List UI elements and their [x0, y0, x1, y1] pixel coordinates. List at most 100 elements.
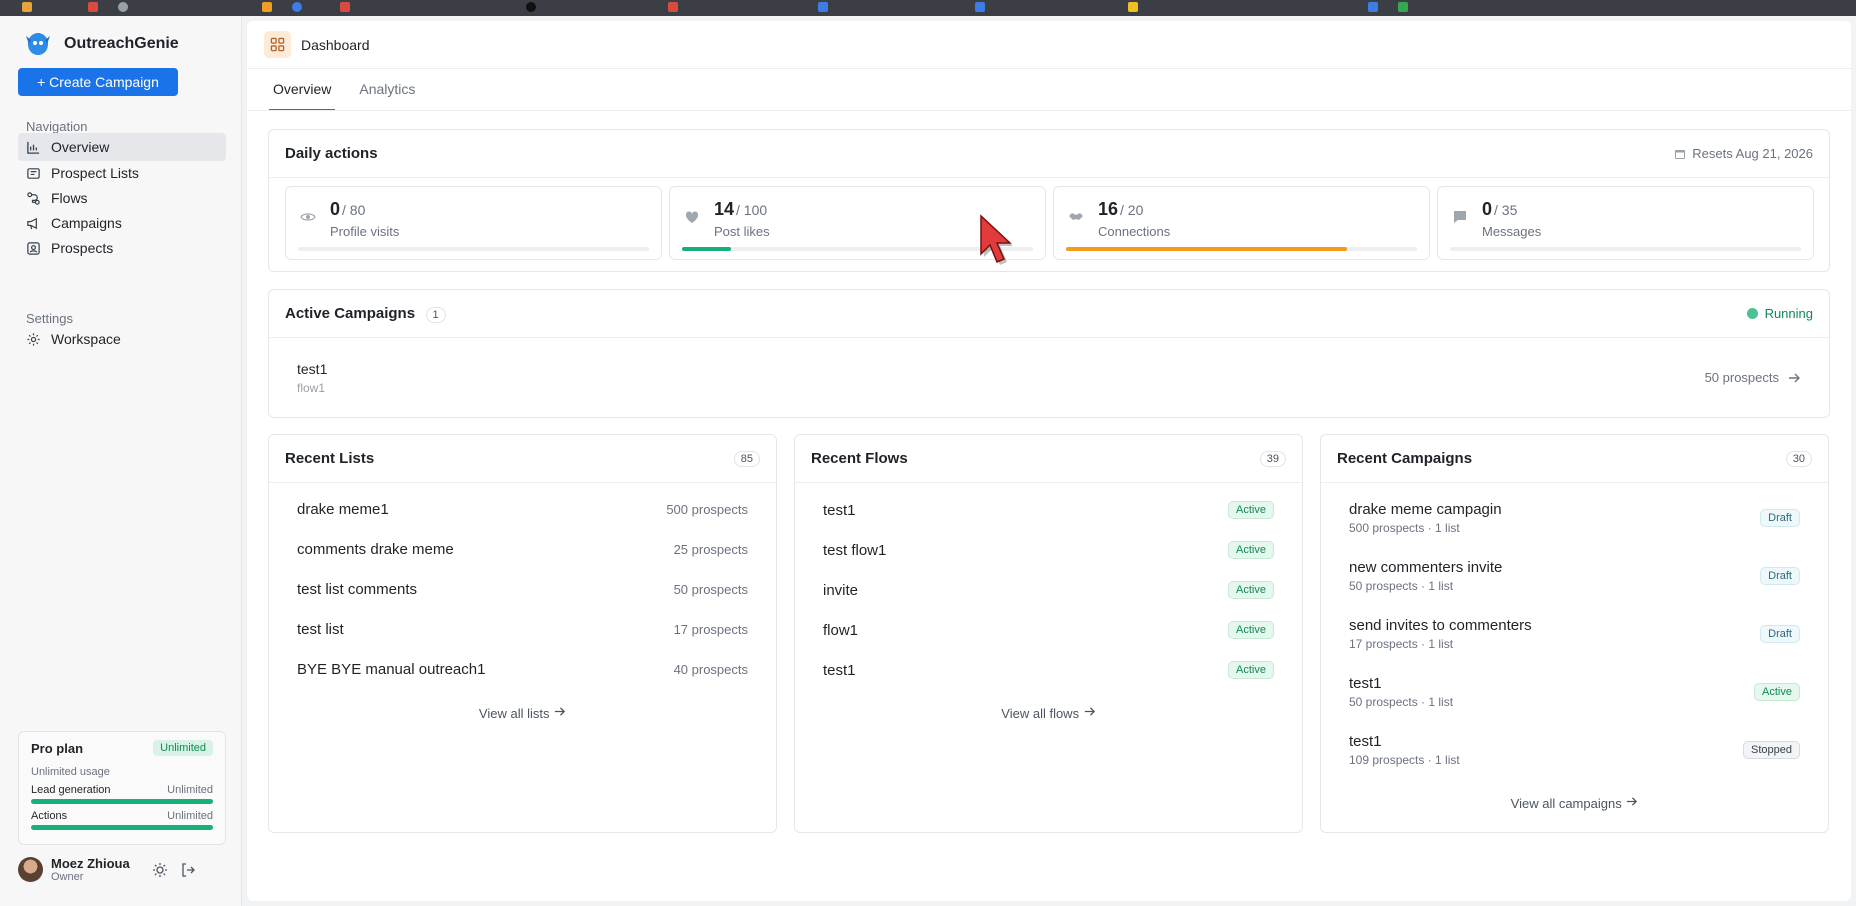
page-header: Dashboard [247, 21, 1851, 69]
view-all-campaigns-link[interactable]: View all campaigns [1321, 795, 1828, 811]
flow-item[interactable]: test1 Active [823, 661, 1274, 679]
contact-icon [27, 241, 40, 255]
bookmark-icon[interactable] [975, 2, 985, 12]
flow-item[interactable]: flow1 Active [823, 621, 1274, 639]
list-meta: 500 prospects [666, 502, 748, 517]
sidebar-item-prospects[interactable]: Prospects [18, 234, 226, 262]
list-meta: 17 prospects [673, 622, 748, 637]
bookmark-icon[interactable] [262, 2, 272, 12]
status-badge: Active [1228, 541, 1274, 559]
stat-value: 16 [1098, 199, 1119, 219]
arrow-right-icon [554, 707, 566, 716]
stat-label: Profile visits [330, 224, 400, 239]
sun-icon[interactable] [152, 862, 168, 878]
sidebar-item-workspace[interactable]: Workspace [18, 325, 226, 353]
count-badge: 39 [1259, 450, 1286, 467]
flow-item[interactable]: test1 Active [823, 501, 1274, 519]
status-badge: Draft [1760, 567, 1800, 585]
sidebar-item-label: Campaigns [51, 215, 122, 231]
tab-overview[interactable]: Overview [269, 69, 336, 111]
campaign-item[interactable]: send invites to commenters 17 prospects ·… [1349, 617, 1800, 651]
stat-post-likes: 14/ 100 Post likes [669, 186, 1046, 260]
list-meta: 25 prospects [673, 542, 748, 557]
list-item[interactable]: BYE BYE manual outreach1 40 prospects [297, 661, 748, 678]
brand[interactable]: OutreachGenie [24, 30, 179, 58]
plan-row-value: Unlimited [167, 810, 213, 822]
bookmark-icon[interactable] [526, 2, 536, 12]
list-item[interactable]: test list comments 50 prospects [297, 581, 748, 598]
bookmark-icon[interactable] [340, 2, 350, 12]
browser-bookmark-bar [0, 0, 1856, 16]
bookmark-icon[interactable] [1128, 2, 1138, 12]
campaign-item[interactable]: test1 109 prospects · 1 list Stopped [1349, 733, 1800, 767]
stat-max: / 20 [1120, 202, 1144, 218]
list-item[interactable]: drake meme1 500 prospects [297, 501, 748, 518]
progress-fill [682, 247, 732, 251]
active-campaigns-card: Active Campaigns 1 Running test1 flow1 5… [268, 289, 1830, 418]
sidebar-item-flows[interactable]: Flows [18, 184, 226, 212]
actions-bar [31, 825, 213, 830]
active-campaigns-title: Active Campaigns [285, 304, 416, 322]
status-badge: Active [1228, 621, 1274, 639]
plan-badge: Unlimited [153, 740, 213, 756]
status-badge: Draft [1760, 509, 1800, 527]
list-name: test list [297, 621, 344, 638]
list-name: test list comments [297, 581, 418, 598]
message-icon [1454, 211, 1466, 223]
tab-analytics[interactable]: Analytics [359, 81, 416, 97]
campaign-flow: flow1 [297, 381, 326, 395]
campaign-item[interactable]: drake meme campagin 500 prospects · 1 lis… [1349, 501, 1800, 535]
flow-item[interactable]: test flow1 Active [823, 541, 1274, 559]
bookmark-icon[interactable] [1368, 2, 1378, 12]
plan-title: Pro plan [31, 740, 84, 756]
sidebar-item-campaigns[interactable]: Campaigns [18, 209, 226, 237]
logout-icon[interactable] [180, 862, 196, 878]
campaign-meta: 109 prospects · 1 list [1349, 753, 1460, 767]
stat-profile-visits: 0/ 80 Profile visits [285, 186, 662, 260]
list-meta: 40 prospects [673, 662, 748, 677]
calendar-icon [1675, 149, 1686, 159]
bookmark-icon[interactable] [292, 2, 302, 12]
nav-section-label: Navigation [26, 119, 88, 134]
campaign-name: drake meme campagin [1349, 501, 1502, 518]
campaign-name: send invites to commenters [1349, 617, 1532, 634]
campaign-name: new commenters invite [1349, 559, 1503, 576]
sidebar: OutreachGenie + Create Campaign Navigati… [0, 16, 242, 906]
stat-messages: 0/ 35 Messages [1437, 186, 1814, 260]
create-campaign-button[interactable]: + Create Campaign [18, 68, 178, 96]
bookmark-icon[interactable] [22, 2, 32, 12]
flow-name: invite [823, 581, 859, 599]
list-item[interactable]: test list 17 prospects [297, 621, 748, 638]
recent-lists-title: Recent Lists [285, 450, 375, 467]
gear-icon [27, 332, 40, 346]
dashboard-icon [264, 31, 291, 58]
active-campaign-row[interactable]: test1 flow1 [297, 361, 327, 395]
stat-max: / 80 [342, 202, 366, 218]
daily-actions-card: Daily actions Resets Aug 21, 2026 0/ 80 … [268, 129, 1830, 272]
stat-value: 0 [1482, 199, 1493, 219]
user-name: Moez Zhioua [51, 856, 130, 871]
stat-max: / 35 [1494, 202, 1518, 218]
campaign-item[interactable]: new commenters invite 50 prospects · 1 li… [1349, 559, 1800, 593]
sidebar-item-overview[interactable]: Overview [18, 133, 226, 161]
bookmark-icon[interactable] [818, 2, 828, 12]
campaign-name: test1 [297, 361, 328, 377]
bookmark-icon[interactable] [88, 2, 98, 12]
recent-campaigns-title: Recent Campaigns [1337, 450, 1473, 467]
sidebar-item-prospect-lists[interactable]: Prospect Lists [18, 159, 226, 187]
bookmark-icon[interactable] [118, 2, 128, 12]
list-item[interactable]: comments drake meme 25 prospects [297, 541, 748, 558]
flow-name: test1 [823, 501, 856, 519]
count-badge: 1 [425, 306, 446, 323]
arrow-right-icon [1789, 373, 1800, 382]
view-all-lists-link[interactable]: View all lists [269, 705, 776, 721]
bookmark-icon[interactable] [1398, 2, 1408, 12]
campaign-item[interactable]: test1 50 prospects · 1 list Active [1349, 675, 1800, 709]
bookmark-icon[interactable] [668, 2, 678, 12]
running-status: Running [1746, 306, 1813, 321]
flow-item[interactable]: invite Active [823, 581, 1274, 599]
recent-flows-title: Recent Flows [811, 450, 908, 467]
view-all-flows-link[interactable]: View all flows [795, 705, 1302, 721]
active-campaign-link[interactable]: 50 prospects [1705, 370, 1801, 385]
user-profile[interactable]: Moez Zhioua Owner [18, 856, 196, 883]
